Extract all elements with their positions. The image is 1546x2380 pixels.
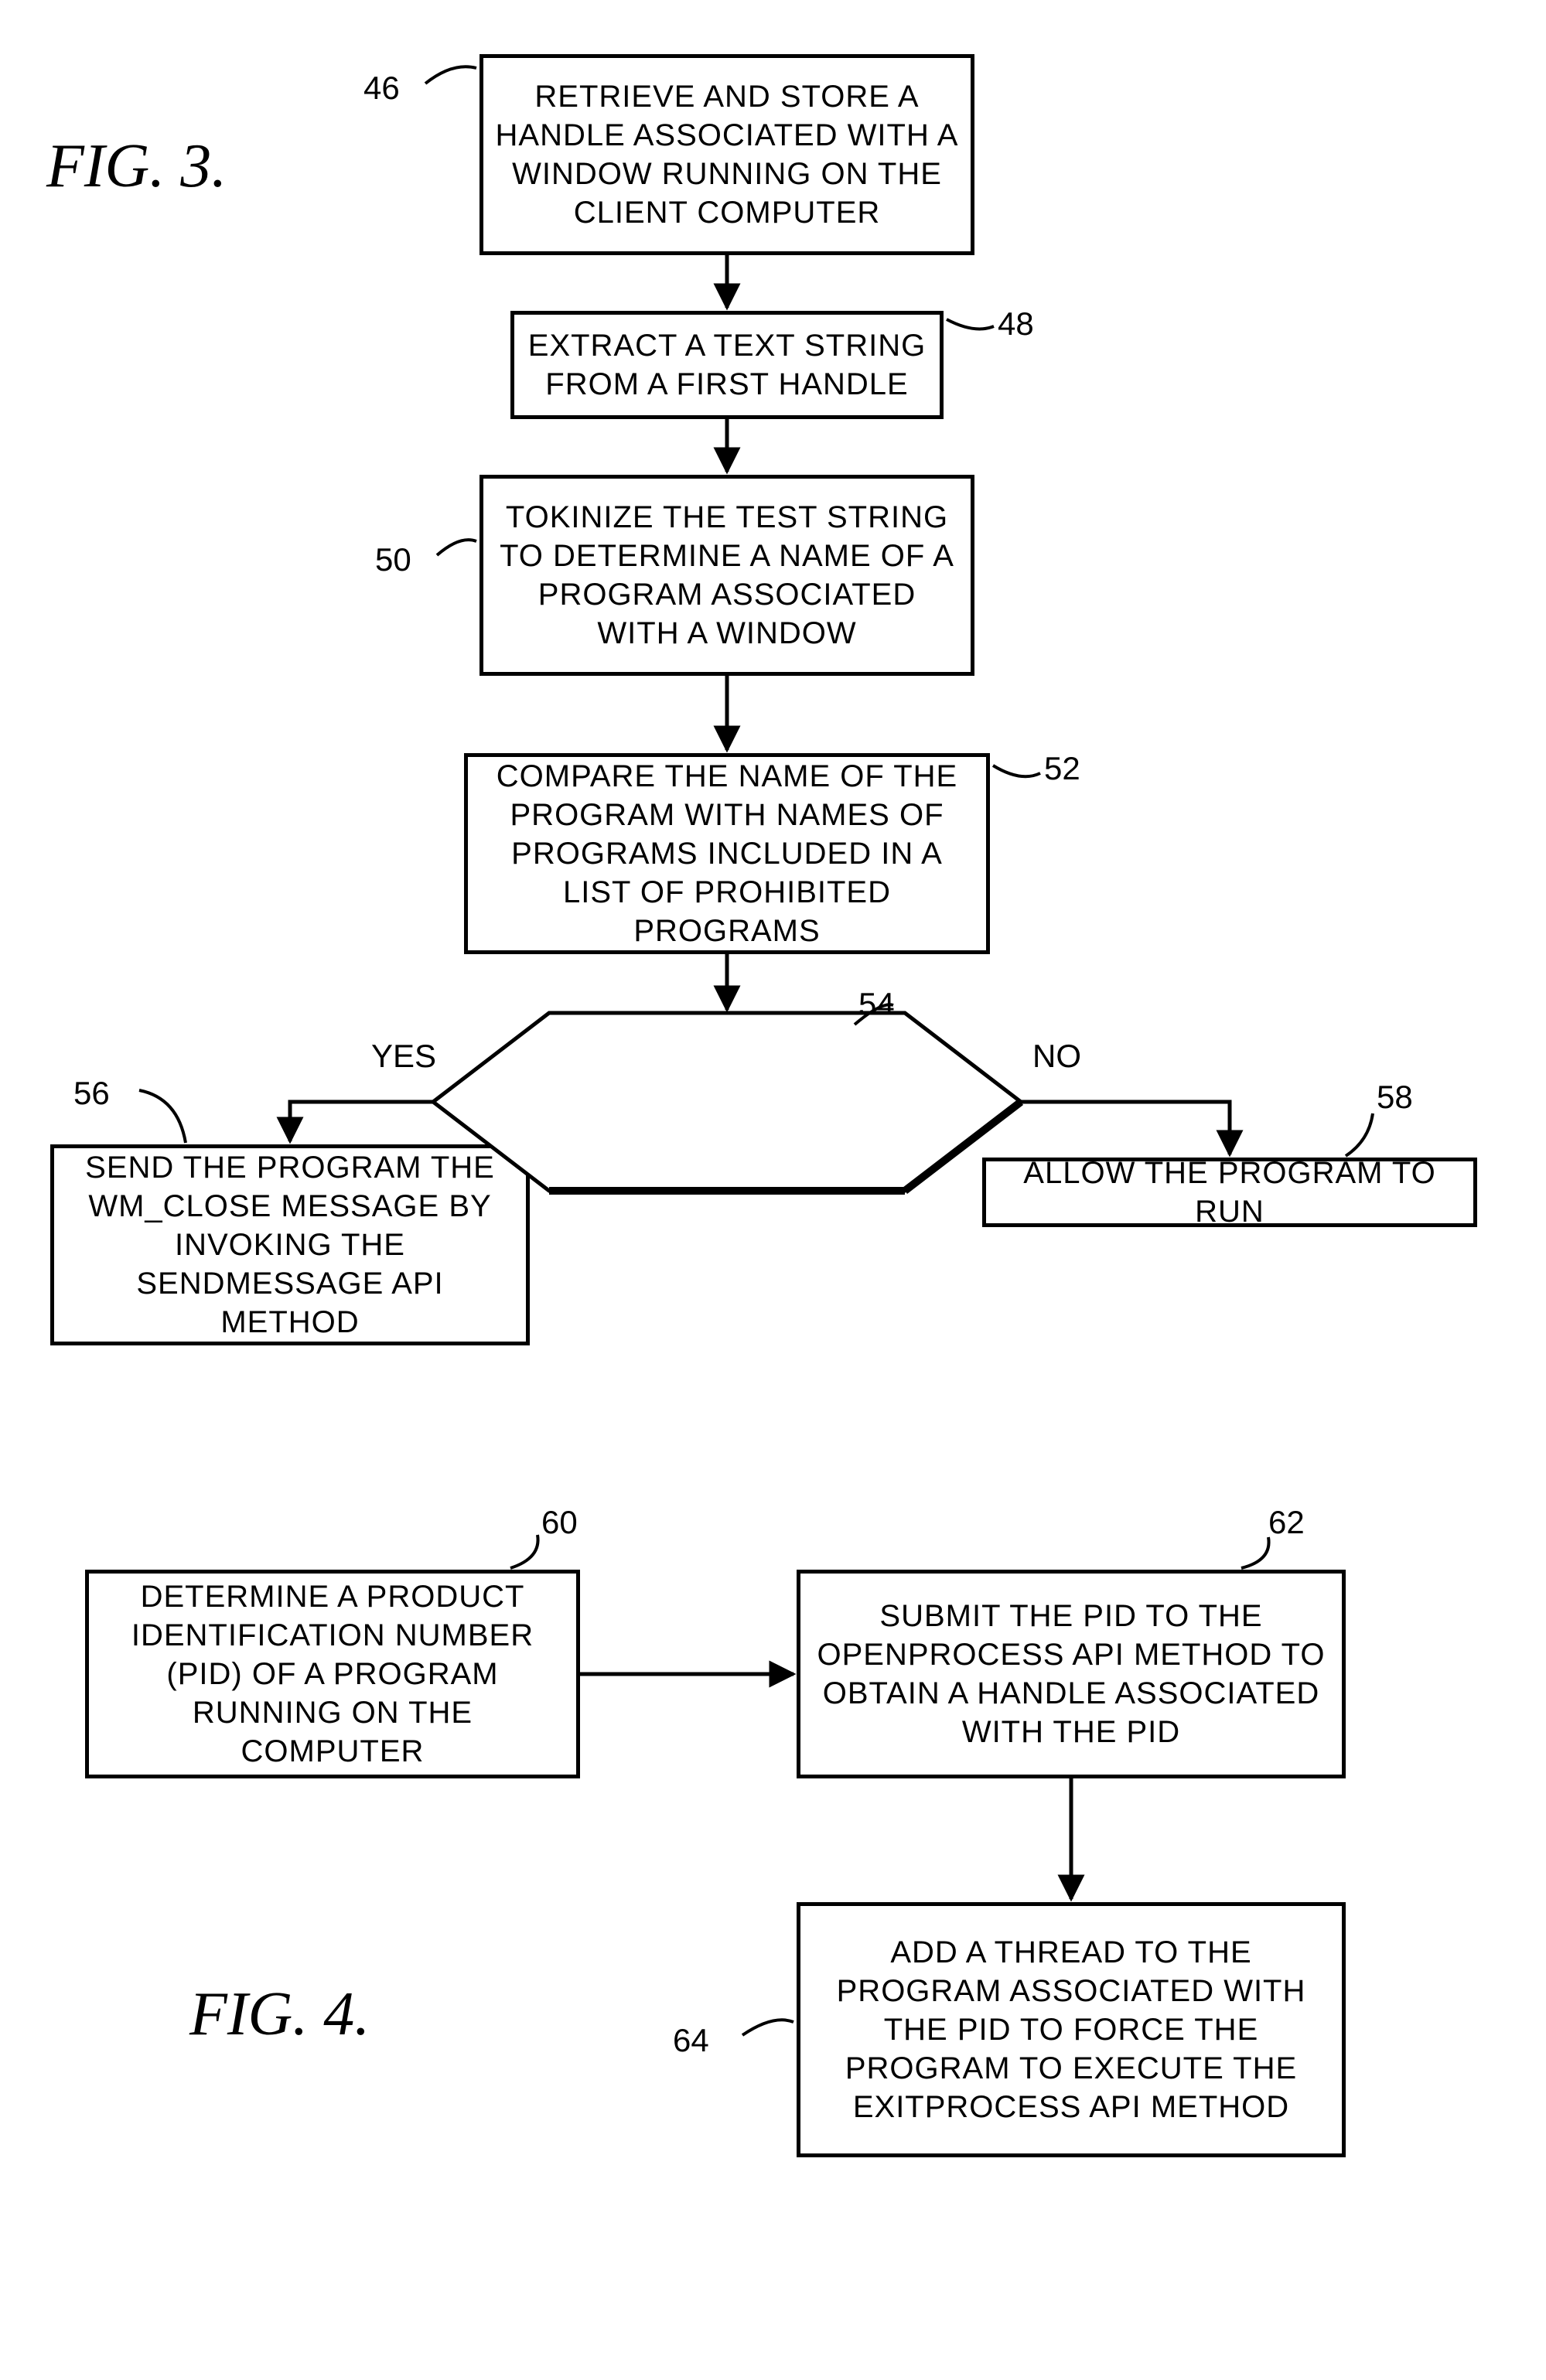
leader-50 (437, 540, 476, 555)
ref-54: 54 (858, 986, 895, 1023)
node-52: COMPARE THE NAME OF THE PROGRAM WITH NAM… (464, 753, 990, 954)
leader-58 (1346, 1113, 1373, 1156)
leader-56 (139, 1090, 186, 1143)
node-62: SUBMIT THE PID TO THE OPENPROCESS API ME… (797, 1570, 1346, 1778)
node-58: ALLOW THE PROGRAM TO RUN (982, 1158, 1477, 1227)
leader-62 (1241, 1537, 1269, 1568)
ref-64: 64 (673, 2022, 709, 2059)
node-46: RETRIEVE AND STORE A HANDLE ASSOCIATED W… (479, 54, 974, 255)
figure4-label: FIG. 4. (189, 1979, 370, 2050)
edge-yes-label: YES (371, 1038, 436, 1075)
ref-52: 52 (1044, 750, 1080, 787)
ref-48: 48 (998, 305, 1034, 343)
node-54-text: IS THE PROGRAM INCLUDED IN THE LIST ? (580, 1044, 874, 1160)
leader-48 (947, 319, 994, 329)
arrow-54-58 (1021, 1102, 1230, 1154)
node-64: ADD A THREAD TO THE PROGRAM ASSOCIATED W… (797, 1902, 1346, 2157)
leader-60 (510, 1535, 538, 1568)
node-56: SEND THE PROGRAM THE WM_CLOSE MESSAGE BY… (50, 1144, 530, 1345)
node-48: EXTRACT A TEXT STRING FROM A FIRST HANDL… (510, 311, 944, 419)
arrow-54-56 (290, 1102, 433, 1141)
leader-64 (742, 2020, 793, 2035)
leader-46 (425, 66, 476, 84)
figure3-label: FIG. 3. (46, 131, 227, 202)
node-50: TOKINIZE THE TEST STRING TO DETERMINE A … (479, 475, 974, 676)
ref-46: 46 (363, 70, 400, 107)
ref-58: 58 (1377, 1079, 1413, 1116)
leader-52 (993, 765, 1040, 776)
ref-60: 60 (541, 1504, 578, 1541)
ref-56: 56 (73, 1075, 110, 1112)
ref-50: 50 (375, 541, 411, 578)
edge-no-label: NO (1032, 1038, 1081, 1075)
node-60: DETERMINE A PRODUCT IDENTIFICATION NUMBE… (85, 1570, 580, 1778)
ref-62: 62 (1268, 1504, 1305, 1541)
